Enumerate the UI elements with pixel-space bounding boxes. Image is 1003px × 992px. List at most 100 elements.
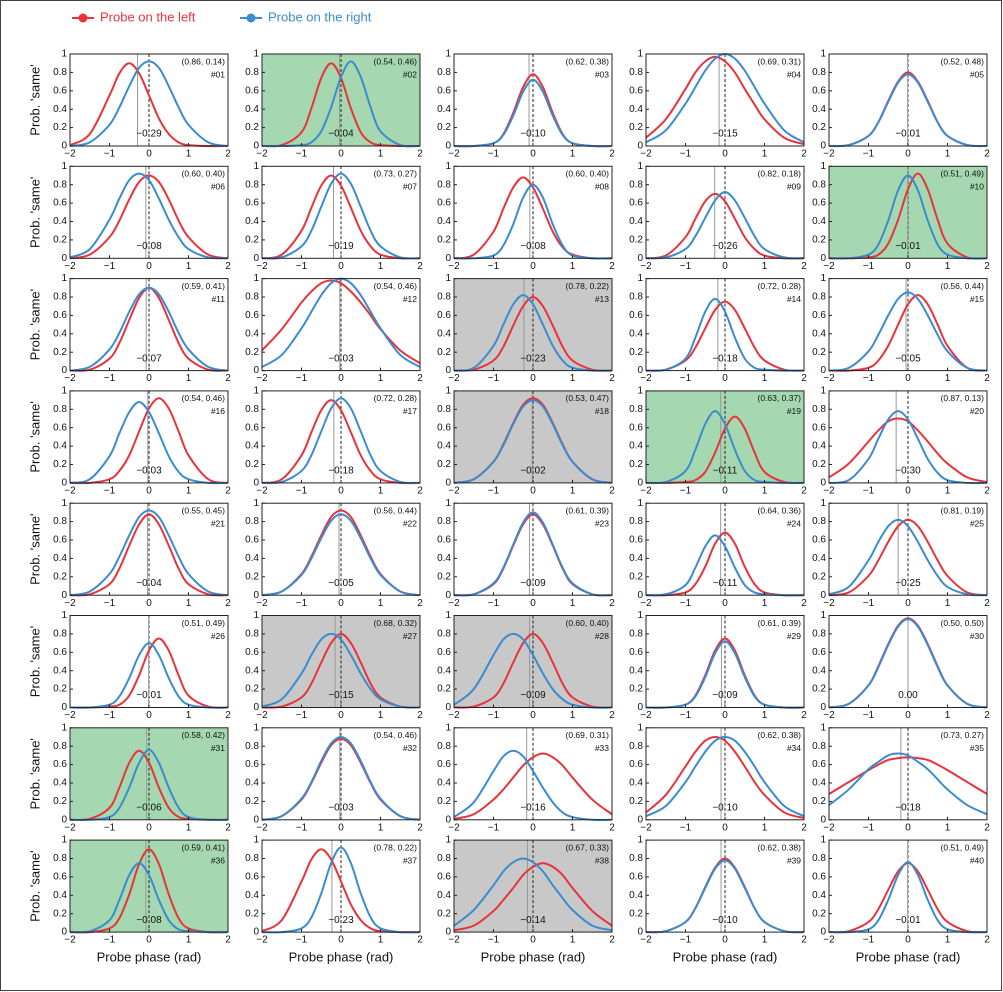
panel-id: #36 <box>211 855 225 865</box>
x-tick-label: −1 <box>680 486 692 497</box>
shift-label: −0.15 <box>328 690 354 701</box>
panel-id: #31 <box>211 743 225 753</box>
y-tick-label: 0.2 <box>629 684 643 695</box>
panel: −2 −1 0 1 2 0 0.2 0.4 0.6 0.8 1 (0.67, 0.33) #38 −0.1… <box>437 835 615 965</box>
y-tick-label: 0.2 <box>629 908 643 919</box>
pair-label: (0.67, 0.33) <box>566 842 610 852</box>
y-tick-label: 0.6 <box>245 85 259 96</box>
x-tick-label: −2 <box>640 149 652 160</box>
y-tick-label: 1 <box>253 386 259 397</box>
x-tick-label: −2 <box>448 149 460 160</box>
panel: −2 −1 0 1 2 0 0.2 0.4 0.6 0.8 1 (0.60, 0.40) #06 −0.0… <box>27 161 231 272</box>
x-axis-label: Probe phase (rad) <box>97 950 202 965</box>
y-tick-label: 0.8 <box>53 292 67 303</box>
x-tick-label: 2 <box>609 710 615 721</box>
y-tick-label: 0.4 <box>629 441 643 452</box>
pair-label: (0.61, 0.39) <box>566 505 610 515</box>
y-tick-label: 1 <box>445 49 451 60</box>
panel: −2 −1 0 1 2 0 0.2 0.4 0.6 0.8 1 (0.81, 0.19) #25 −0.2… <box>812 498 990 609</box>
x-tick-label: −1 <box>488 373 500 384</box>
y-tick-label: 0.6 <box>437 422 451 433</box>
shift-label: −0.30 <box>895 466 921 477</box>
fit-curve <box>69 400 229 485</box>
y-tick-label: 1 <box>61 610 67 621</box>
fit-curve <box>645 735 805 818</box>
y-tick-label: 0.2 <box>629 347 643 358</box>
x-tick-label: −2 <box>64 373 76 384</box>
y-tick-label: 0.2 <box>812 235 826 246</box>
x-tick-label: −1 <box>488 710 500 721</box>
panel: −2 −1 0 1 2 0 0.2 0.4 0.6 0.8 1 (0.87, 0.13) #20 −0.3… <box>812 386 990 497</box>
x-tick-label: 2 <box>225 598 231 609</box>
x-tick-label: 2 <box>417 710 423 721</box>
x-tick-label: −2 <box>823 822 835 833</box>
x-tick-label: −2 <box>256 149 268 160</box>
x-tick-label: 2 <box>801 149 807 160</box>
fit-curve <box>261 846 421 934</box>
x-tick-label: 0 <box>338 822 344 833</box>
y-tick-label: 0.4 <box>245 553 259 564</box>
x-tick-label: −2 <box>64 598 76 609</box>
x-tick-label: −1 <box>104 261 116 272</box>
fit-curve <box>69 509 229 597</box>
y-tick-label: 0.2 <box>437 684 451 695</box>
y-tick-label: 0 <box>445 253 451 264</box>
x-tick-label: 0 <box>530 486 536 497</box>
y-axis-label: Prob. 'same' <box>27 626 42 697</box>
x-tick-label: 0 <box>530 373 536 384</box>
pair-label: (0.53, 0.47) <box>566 393 610 403</box>
y-tick-label: 0.8 <box>812 292 826 303</box>
x-tick-label: −1 <box>863 486 875 497</box>
panel-id: #16 <box>211 406 225 416</box>
y-tick-label: 0.6 <box>437 647 451 658</box>
x-tick-label: 1 <box>378 373 384 384</box>
x-tick-label: 1 <box>762 486 768 497</box>
x-tick-label: 1 <box>570 710 576 721</box>
x-tick-label: −2 <box>640 598 652 609</box>
pair-label: (0.82, 0.18) <box>758 169 802 179</box>
y-tick-label: 0.2 <box>437 235 451 246</box>
x-tick-label: 0 <box>146 710 152 721</box>
shift-label: −0.29 <box>136 129 162 140</box>
y-tick-label: 0.2 <box>245 684 259 695</box>
panel-id: #30 <box>970 631 984 641</box>
shift-label: −0.09 <box>520 578 546 589</box>
panel: −2 −1 0 1 2 0 0.2 0.4 0.6 0.8 1 (0.62, 0.38) #39 −0.1… <box>629 835 807 965</box>
x-tick-label: 0 <box>338 598 344 609</box>
y-tick-label: 0.2 <box>53 459 67 470</box>
y-tick-label: 0.6 <box>53 535 67 546</box>
panel: −2 −1 0 1 2 0 0.2 0.4 0.6 0.8 1 (0.51, 0.49) #26 −0.0… <box>27 610 231 721</box>
y-tick-label: 0.6 <box>245 759 259 770</box>
shift-label: −0.01 <box>895 129 921 140</box>
x-tick-label: 0 <box>905 373 911 384</box>
y-tick-label: 0 <box>637 141 643 152</box>
x-tick-label: 1 <box>945 486 951 497</box>
x-tick-label: −1 <box>488 935 500 946</box>
x-tick-label: −2 <box>640 822 652 833</box>
fit-curve <box>261 632 421 709</box>
y-tick-label: 1 <box>61 273 67 284</box>
panel: −2 −1 0 1 2 0 0.2 0.4 0.6 0.8 1 (0.51, 0.49) #10 −0.0… <box>812 161 990 272</box>
x-tick-label: 0 <box>146 486 152 497</box>
y-tick-label: 1 <box>820 722 826 733</box>
x-tick-label: −1 <box>488 598 500 609</box>
y-tick-label: 0.4 <box>245 441 259 452</box>
panel: −2 −1 0 1 2 0 0.2 0.4 0.6 0.8 1 (0.68, 0.32) #27 −0.1… <box>245 610 423 721</box>
panel: −2 −1 0 1 2 0 0.2 0.4 0.6 0.8 1 (0.69, 0.31) #33 −0.1… <box>437 722 615 833</box>
panel: −2 −1 0 1 2 0 0.2 0.4 0.6 0.8 1 (0.62, 0.38) #34 −0.1… <box>629 722 807 833</box>
legend-label: Probe on the left <box>100 9 196 24</box>
y-tick-label: 0 <box>637 253 643 264</box>
y-tick-label: 0.4 <box>53 104 67 115</box>
x-tick-label: 0 <box>905 822 911 833</box>
x-tick-label: 0 <box>146 598 152 609</box>
y-tick-label: 0.8 <box>245 404 259 415</box>
fit-curve <box>69 60 229 147</box>
pair-label: (0.69, 0.31) <box>758 56 802 66</box>
y-tick-label: 0.6 <box>629 310 643 321</box>
fit-curve <box>69 172 229 260</box>
y-tick-label: 0.2 <box>53 235 67 246</box>
y-tick-label: 0 <box>253 253 259 264</box>
y-tick-label: 0 <box>820 478 826 489</box>
y-tick-label: 0.8 <box>245 853 259 864</box>
